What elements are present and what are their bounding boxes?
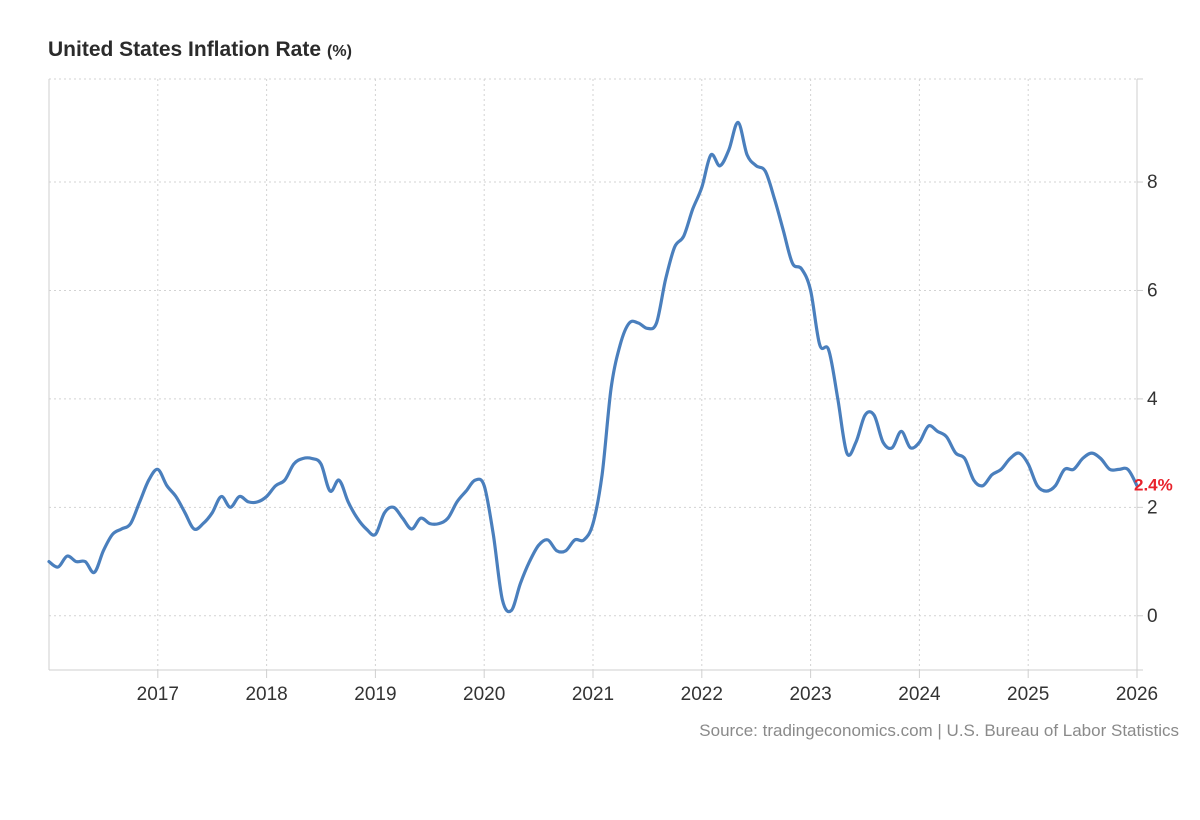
source-note: Source: tradingeconomics.com | U.S. Bure… [699,721,1179,740]
chart-title: United States Inflation Rate (%) [48,38,352,62]
x-tick-label: 2020 [463,684,505,705]
y-tick-label: 8 [1147,172,1158,193]
chart-title-text: United States Inflation Rate [48,38,322,61]
x-tick-label: 2019 [354,684,396,705]
x-tick-label: 2026 [1116,684,1158,705]
x-tick-label: 2024 [898,684,941,705]
y-tick-label: 4 [1147,389,1158,410]
x-tick-label: 2023 [789,684,831,705]
chart-title-unit: (%) [327,43,352,60]
x-tick-label: 2018 [245,684,287,705]
series-line [47,120,1139,614]
last-value-label: 2.4% [1134,476,1173,495]
y-tick-label: 0 [1147,606,1158,627]
y-tick-label: 6 [1147,280,1158,301]
x-tick-label: 2017 [137,684,179,705]
y-tick-label: 2 [1147,497,1158,518]
x-tick-label: 2025 [1007,684,1049,705]
x-tick-label: 2021 [572,684,614,705]
x-tick-label: 2022 [681,684,723,705]
